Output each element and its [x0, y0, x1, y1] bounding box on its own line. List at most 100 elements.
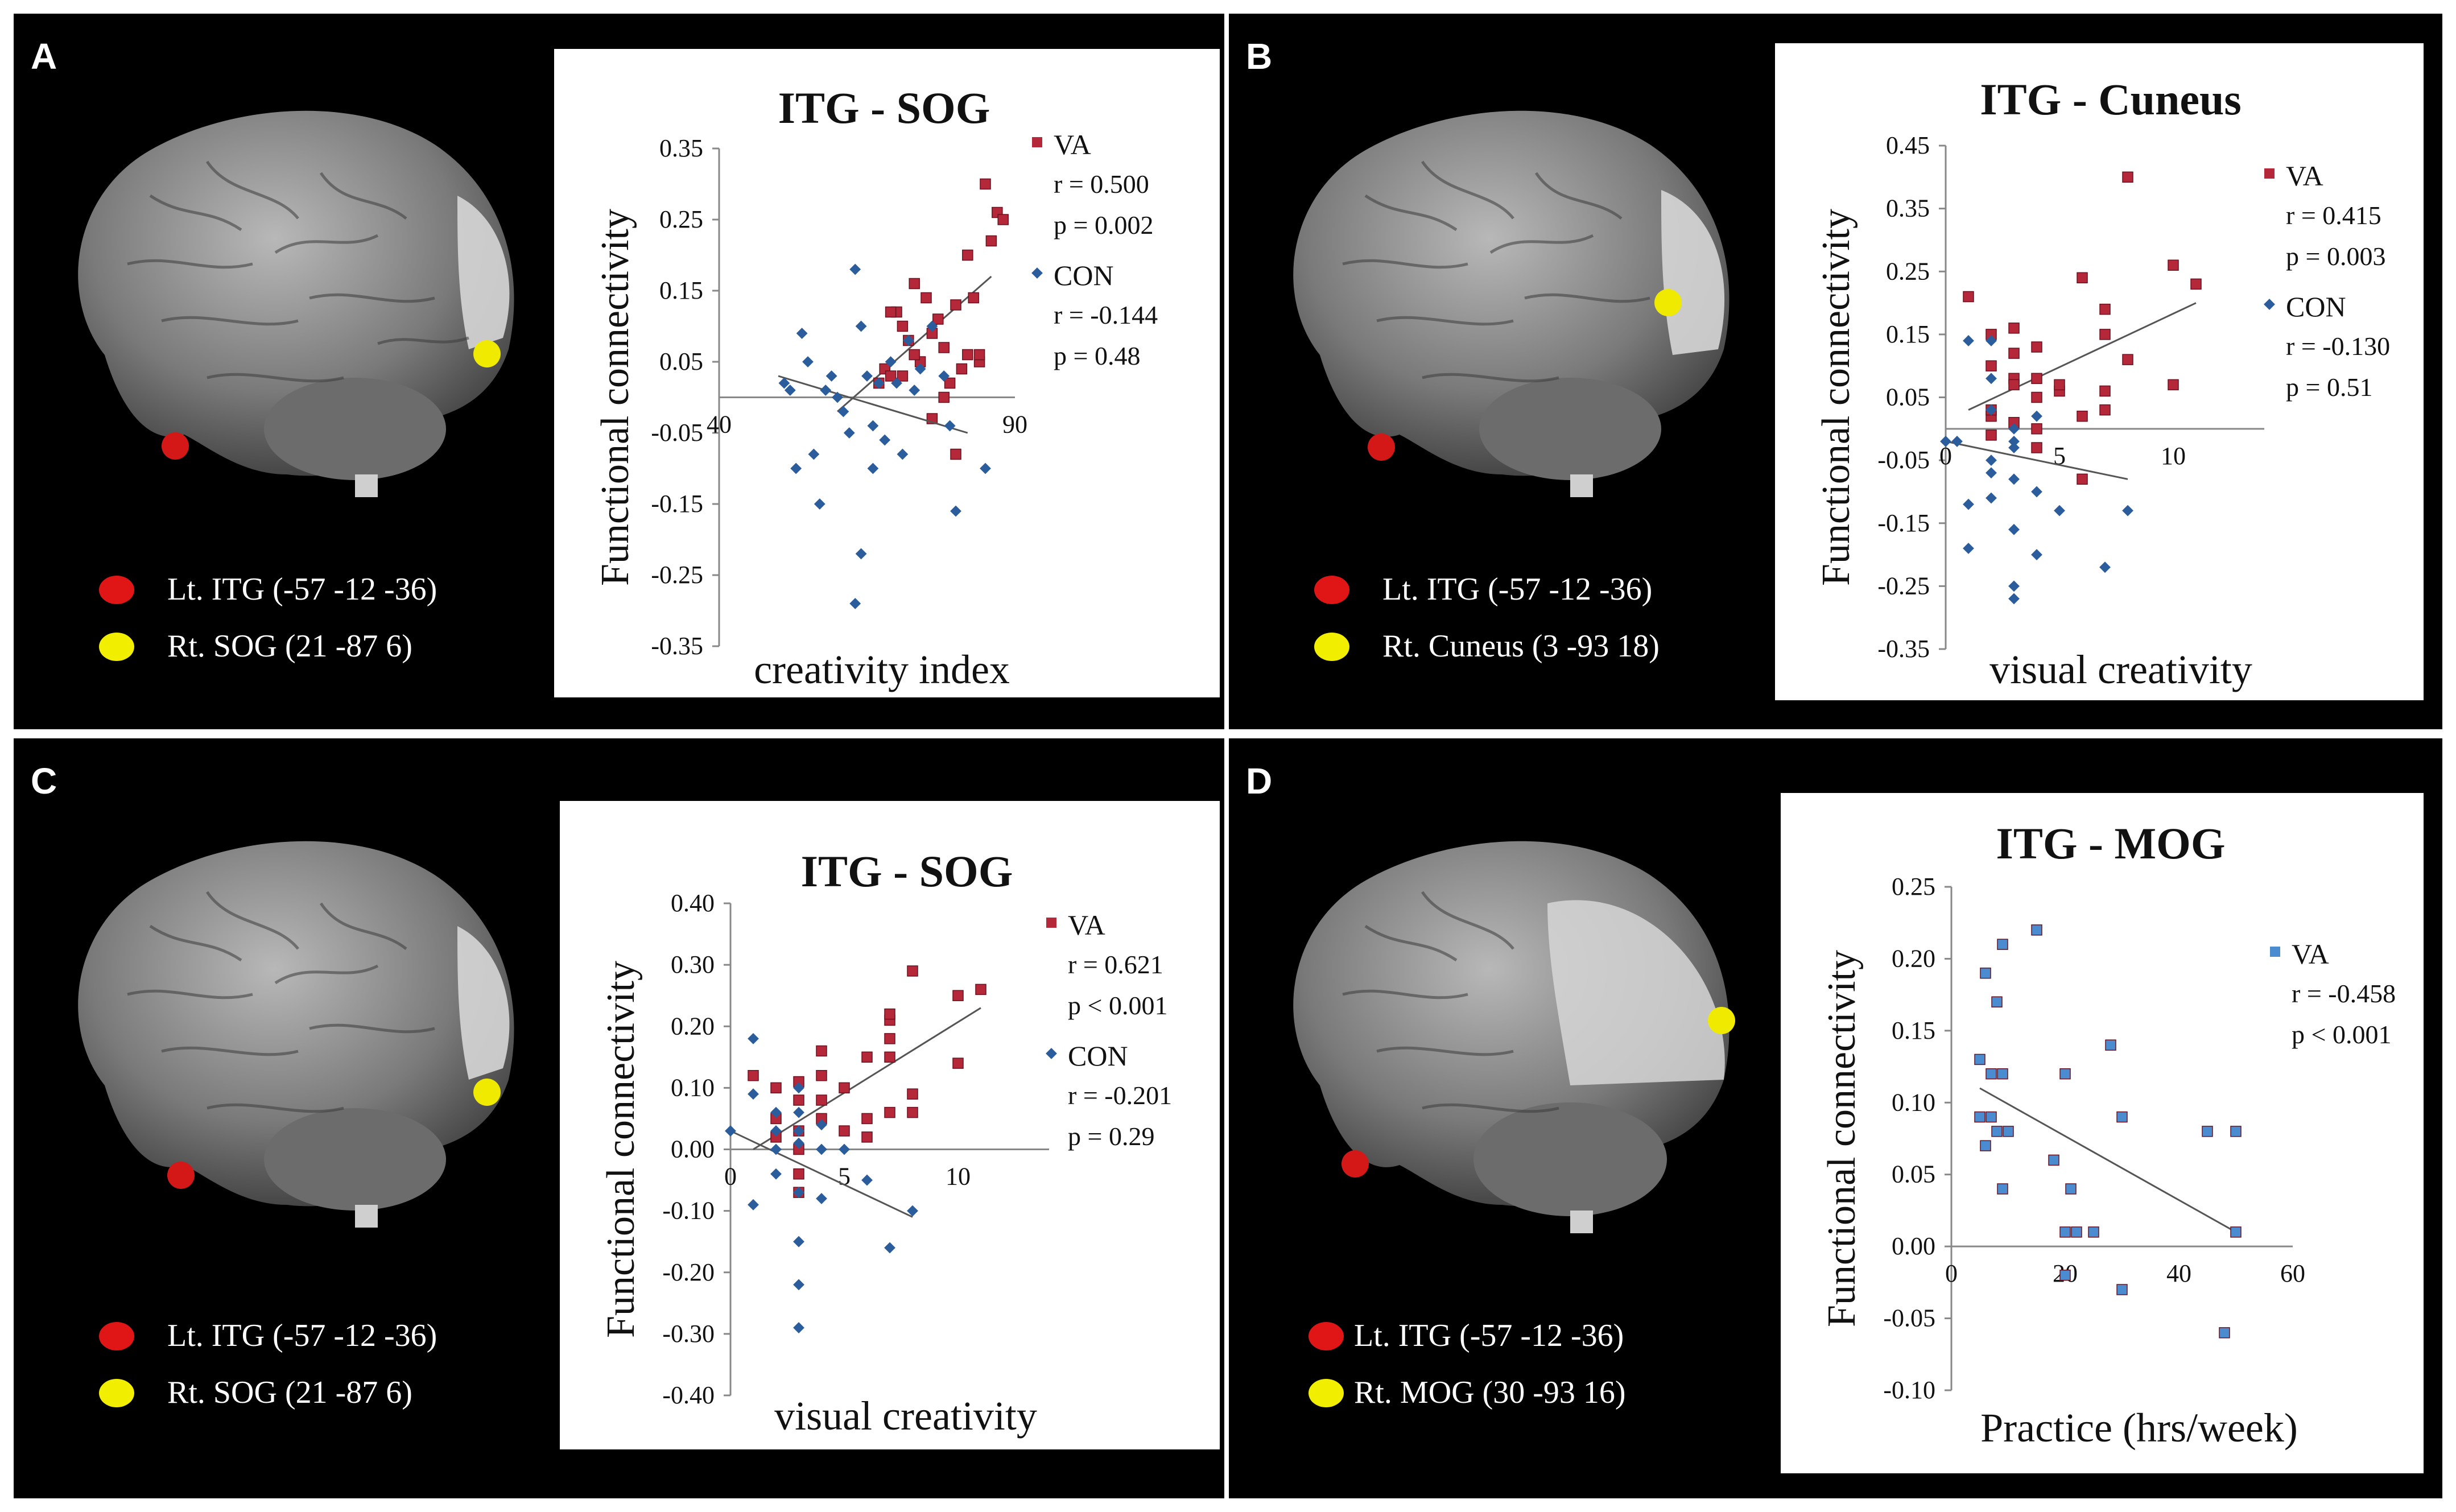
y-tick-label: -0.35 [651, 632, 703, 660]
data-point [808, 448, 820, 460]
y-tick-label: -0.10 [1883, 1376, 1935, 1404]
data-point [2008, 348, 2020, 359]
data-point [2008, 423, 2020, 435]
data-point [2031, 549, 2042, 560]
y-tick-label: -0.05 [1883, 1304, 1935, 1332]
data-point [985, 235, 997, 247]
scatter-chart: ITG - SOG Functional connectivity visual c… [599, 846, 1172, 1439]
x-tick-label: 90 [1002, 411, 1027, 439]
data-point [873, 377, 885, 389]
data-point [1980, 1140, 1991, 1151]
data-point [2031, 442, 2042, 453]
legend-p-value: p = 0.002 [1054, 210, 1153, 239]
panel-d: D Lt. ITG (-57 -12 -36) Rt. MOG (30 -93 … [1229, 738, 2442, 1498]
data-point [861, 1174, 873, 1186]
x-axis-label: visual creativity [774, 1393, 1037, 1439]
data-point [1986, 467, 1997, 479]
data-point [814, 498, 825, 510]
data-point [861, 370, 873, 382]
data-point [1980, 967, 1991, 979]
y-tick-label: -0.40 [662, 1381, 715, 1409]
x-axis-label: Practice (hrs/week) [1980, 1405, 2298, 1451]
data-point [879, 434, 891, 446]
data-point [2116, 1284, 2128, 1295]
legend-marker [1031, 267, 1043, 279]
data-point [861, 1131, 873, 1143]
brain-render [1293, 841, 1735, 1233]
legend-label: Rt. SOG (21 -87 6) [167, 629, 412, 664]
legend-marker [2264, 299, 2275, 310]
data-point [1986, 1111, 1997, 1123]
legend-r-value: r = -0.130 [2286, 332, 2390, 361]
data-point [1986, 1068, 1997, 1080]
data-point [2116, 1111, 2128, 1123]
data-point [1997, 1068, 2008, 1080]
panel-letter: A [31, 36, 57, 77]
data-point [748, 1199, 759, 1211]
data-point [952, 990, 964, 1001]
y-tick-label: 0.00 [1892, 1232, 1935, 1260]
y-tick-label: 0.00 [671, 1135, 715, 1163]
legend-label: Lt. ITG (-57 -12 -36) [1354, 1318, 1624, 1353]
legend-p-value: p = 0.48 [1054, 341, 1140, 370]
legend-r-value: r = -0.458 [2292, 979, 2396, 1008]
data-point [2202, 1126, 2213, 1137]
data-point [897, 320, 909, 332]
red-dot-icon [99, 576, 134, 604]
data-point [855, 320, 867, 332]
data-point [2008, 323, 2020, 334]
trend-line [1945, 440, 2128, 480]
data-point [793, 1322, 804, 1333]
data-point [2048, 1154, 2059, 1166]
data-point [2008, 436, 2020, 447]
trend-line [1968, 302, 2197, 411]
chart-title: ITG - Cuneus [1980, 75, 2241, 124]
y-tick-label: -0.20 [662, 1258, 715, 1286]
data-point [2065, 1183, 2077, 1195]
data-point [725, 1125, 736, 1137]
data-point [2008, 580, 2020, 592]
trend-line [837, 275, 992, 412]
data-point [909, 385, 921, 396]
yellow-dot-icon [99, 1379, 134, 1407]
legend-series-name: VA [2286, 160, 2323, 192]
data-point [867, 420, 879, 432]
legend-r-value: r = 0.500 [1054, 170, 1149, 199]
data-point [2099, 385, 2111, 397]
data-point [867, 462, 879, 474]
data-point [2031, 423, 2042, 435]
y-tick-label: 0.10 [671, 1073, 715, 1101]
data-point [980, 178, 991, 190]
legend-p-value: p = 0.003 [2286, 242, 2385, 271]
data-point [2059, 1068, 2071, 1080]
y-tick-label: 0.45 [1886, 131, 1930, 159]
legend-label: Rt. Cuneus (3 -93 18) [1382, 629, 1660, 664]
x-tick-label: 10 [946, 1163, 971, 1191]
x-tick-label: 60 [2280, 1259, 2305, 1287]
chart-panel: ITG - SOG Functional connectivity visual c… [560, 801, 1220, 1449]
data-point [962, 249, 973, 261]
data-point [2230, 1226, 2242, 1238]
data-point [1974, 1054, 1986, 1065]
data-point [793, 1168, 804, 1180]
data-point [796, 328, 808, 339]
data-point [837, 406, 849, 418]
data-point [793, 1236, 804, 1247]
data-point [748, 1032, 759, 1044]
data-point [843, 427, 855, 439]
data-point [897, 448, 909, 460]
data-point [2008, 379, 2020, 391]
data-point [973, 349, 985, 361]
data-point [2031, 924, 2042, 936]
data-point [962, 349, 973, 361]
legend-series-name: CON [1068, 1040, 1128, 1072]
data-point [1986, 404, 1997, 416]
legend-p-value: p = 0.51 [2286, 373, 2372, 402]
data-point [1986, 429, 1997, 441]
panel-letter: C [31, 761, 57, 802]
data-point [944, 420, 956, 432]
data-point [816, 1094, 827, 1106]
data-point [2168, 259, 2179, 271]
data-point [1991, 996, 2003, 1008]
data-point [1974, 1111, 1986, 1123]
